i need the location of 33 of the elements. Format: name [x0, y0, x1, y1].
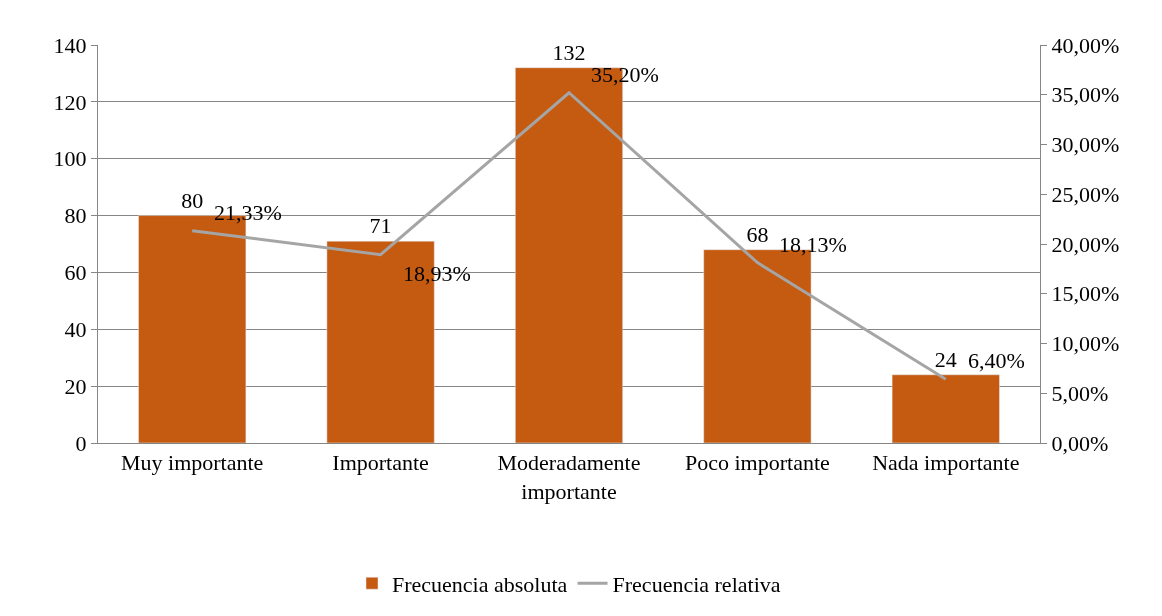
y2-tick-label: 25,00% — [1051, 181, 1120, 207]
bar — [891, 374, 1000, 443]
y-tick-label: 20 — [64, 373, 87, 399]
legend-label: Frecuencia relativa — [612, 571, 781, 597]
y-tick-label: 40 — [64, 316, 87, 342]
x-tick-label: Importante — [332, 450, 429, 476]
data-label: 132 — [552, 39, 586, 65]
y-tick-label: 120 — [53, 89, 87, 115]
y2-tick-label: 15,00% — [1051, 281, 1120, 307]
data-label: 6,40% — [968, 348, 1025, 373]
y-tick-label: 140 — [53, 32, 87, 58]
y-tick-label: 60 — [64, 260, 87, 286]
y2-tick-label: 0,00% — [1051, 430, 1109, 456]
y2-tick-label: 20,00% — [1051, 231, 1120, 257]
x-tick-label: Poco importante — [684, 450, 830, 476]
data-label: 21,33% — [214, 200, 282, 225]
y2-tick-label: 30,00% — [1051, 132, 1120, 158]
data-label: 18,13% — [779, 232, 847, 257]
y-tick-label: 100 — [53, 146, 87, 172]
y2-tick-label: 10,00% — [1051, 331, 1120, 357]
y2-tick-label: 40,00% — [1051, 32, 1120, 58]
data-label: 80 — [181, 187, 204, 213]
legend-label: Frecuencia absoluta — [392, 571, 568, 597]
y2-tick-label: 35,00% — [1051, 82, 1120, 108]
x-tick-label: Muy importante — [121, 450, 264, 476]
y2-tick-label: 5,00% — [1051, 380, 1109, 406]
y-tick-label: 80 — [64, 203, 87, 229]
x-tick-label: Moderadamente importante — [497, 450, 641, 504]
data-label: 71 — [369, 213, 392, 239]
x-tick-label: Nada importante — [872, 450, 1020, 476]
y-tick-label: 0 — [75, 430, 87, 456]
data-label: 68 — [746, 221, 769, 247]
data-label: 24 — [934, 346, 957, 372]
